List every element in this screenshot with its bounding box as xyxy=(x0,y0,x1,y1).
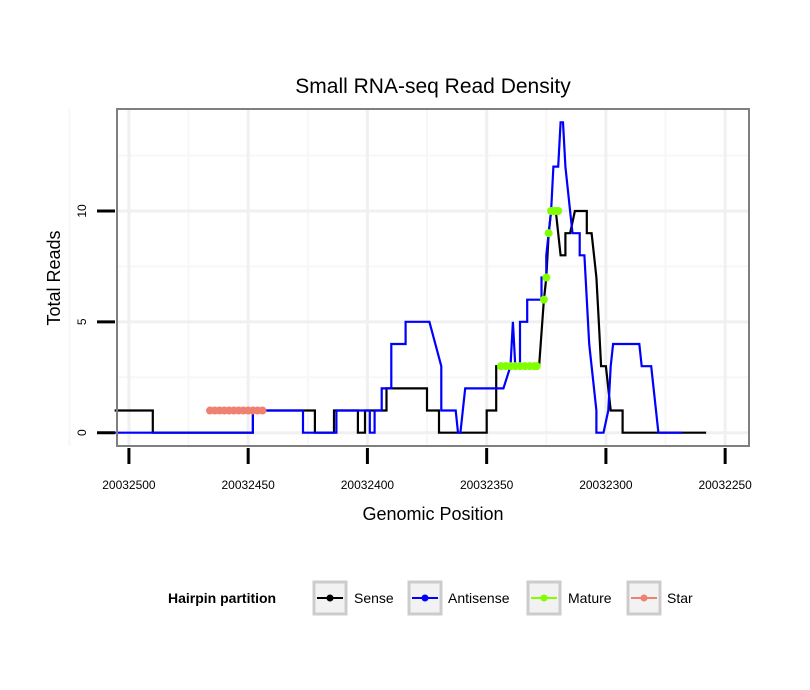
y-axis-title: Total Reads xyxy=(44,230,64,325)
x-tick-label: 20032250 xyxy=(698,478,752,492)
legend-item-sense: Sense xyxy=(312,580,394,616)
series-point-mature xyxy=(532,362,541,371)
x-axis-title: Genomic Position xyxy=(362,504,503,524)
series-layer xyxy=(114,121,707,434)
legend-key-dot-mature xyxy=(540,594,548,602)
legend-title: Hairpin partition xyxy=(168,590,276,606)
legend-key-dot-sense xyxy=(326,594,334,602)
legend-label-star: Star xyxy=(667,590,693,606)
legend-label-mature: Mature xyxy=(568,590,612,606)
x-tick-label: 20032300 xyxy=(579,478,633,492)
legend-item-antisense: Antisense xyxy=(407,580,510,616)
legend-item-star: Star xyxy=(626,580,693,616)
legend: Hairpin partition Sense Antisense Mature… xyxy=(168,580,693,616)
x-tick-label: 20032500 xyxy=(102,478,156,492)
series-point-mature xyxy=(542,273,551,282)
y-tick-label: 5 xyxy=(75,318,89,325)
axis-layer: 20032500 20032450 20032400 20032350 20032300… xyxy=(75,204,752,492)
legend-key-dot-antisense xyxy=(421,594,429,602)
x-tick-label: 20032400 xyxy=(341,478,395,492)
y-tick-label: 10 xyxy=(75,204,89,218)
chart-title: Small RNA-seq Read Density xyxy=(295,75,571,98)
series-point-mature xyxy=(554,206,563,215)
legend-key-dot-star xyxy=(640,594,648,602)
x-tick-label: 20032350 xyxy=(460,478,514,492)
legend-label-sense: Sense xyxy=(354,590,394,606)
series-point-mature xyxy=(539,295,548,304)
series-point-star xyxy=(258,406,267,415)
x-tick-label: 20032450 xyxy=(221,478,275,492)
panel-border xyxy=(116,108,750,447)
legend-label-antisense: Antisense xyxy=(448,590,510,606)
legend-item-mature: Mature xyxy=(526,580,612,616)
series-point-mature xyxy=(544,229,553,238)
series-line-antisense xyxy=(114,121,683,434)
y-tick-label: 0 xyxy=(75,429,89,436)
